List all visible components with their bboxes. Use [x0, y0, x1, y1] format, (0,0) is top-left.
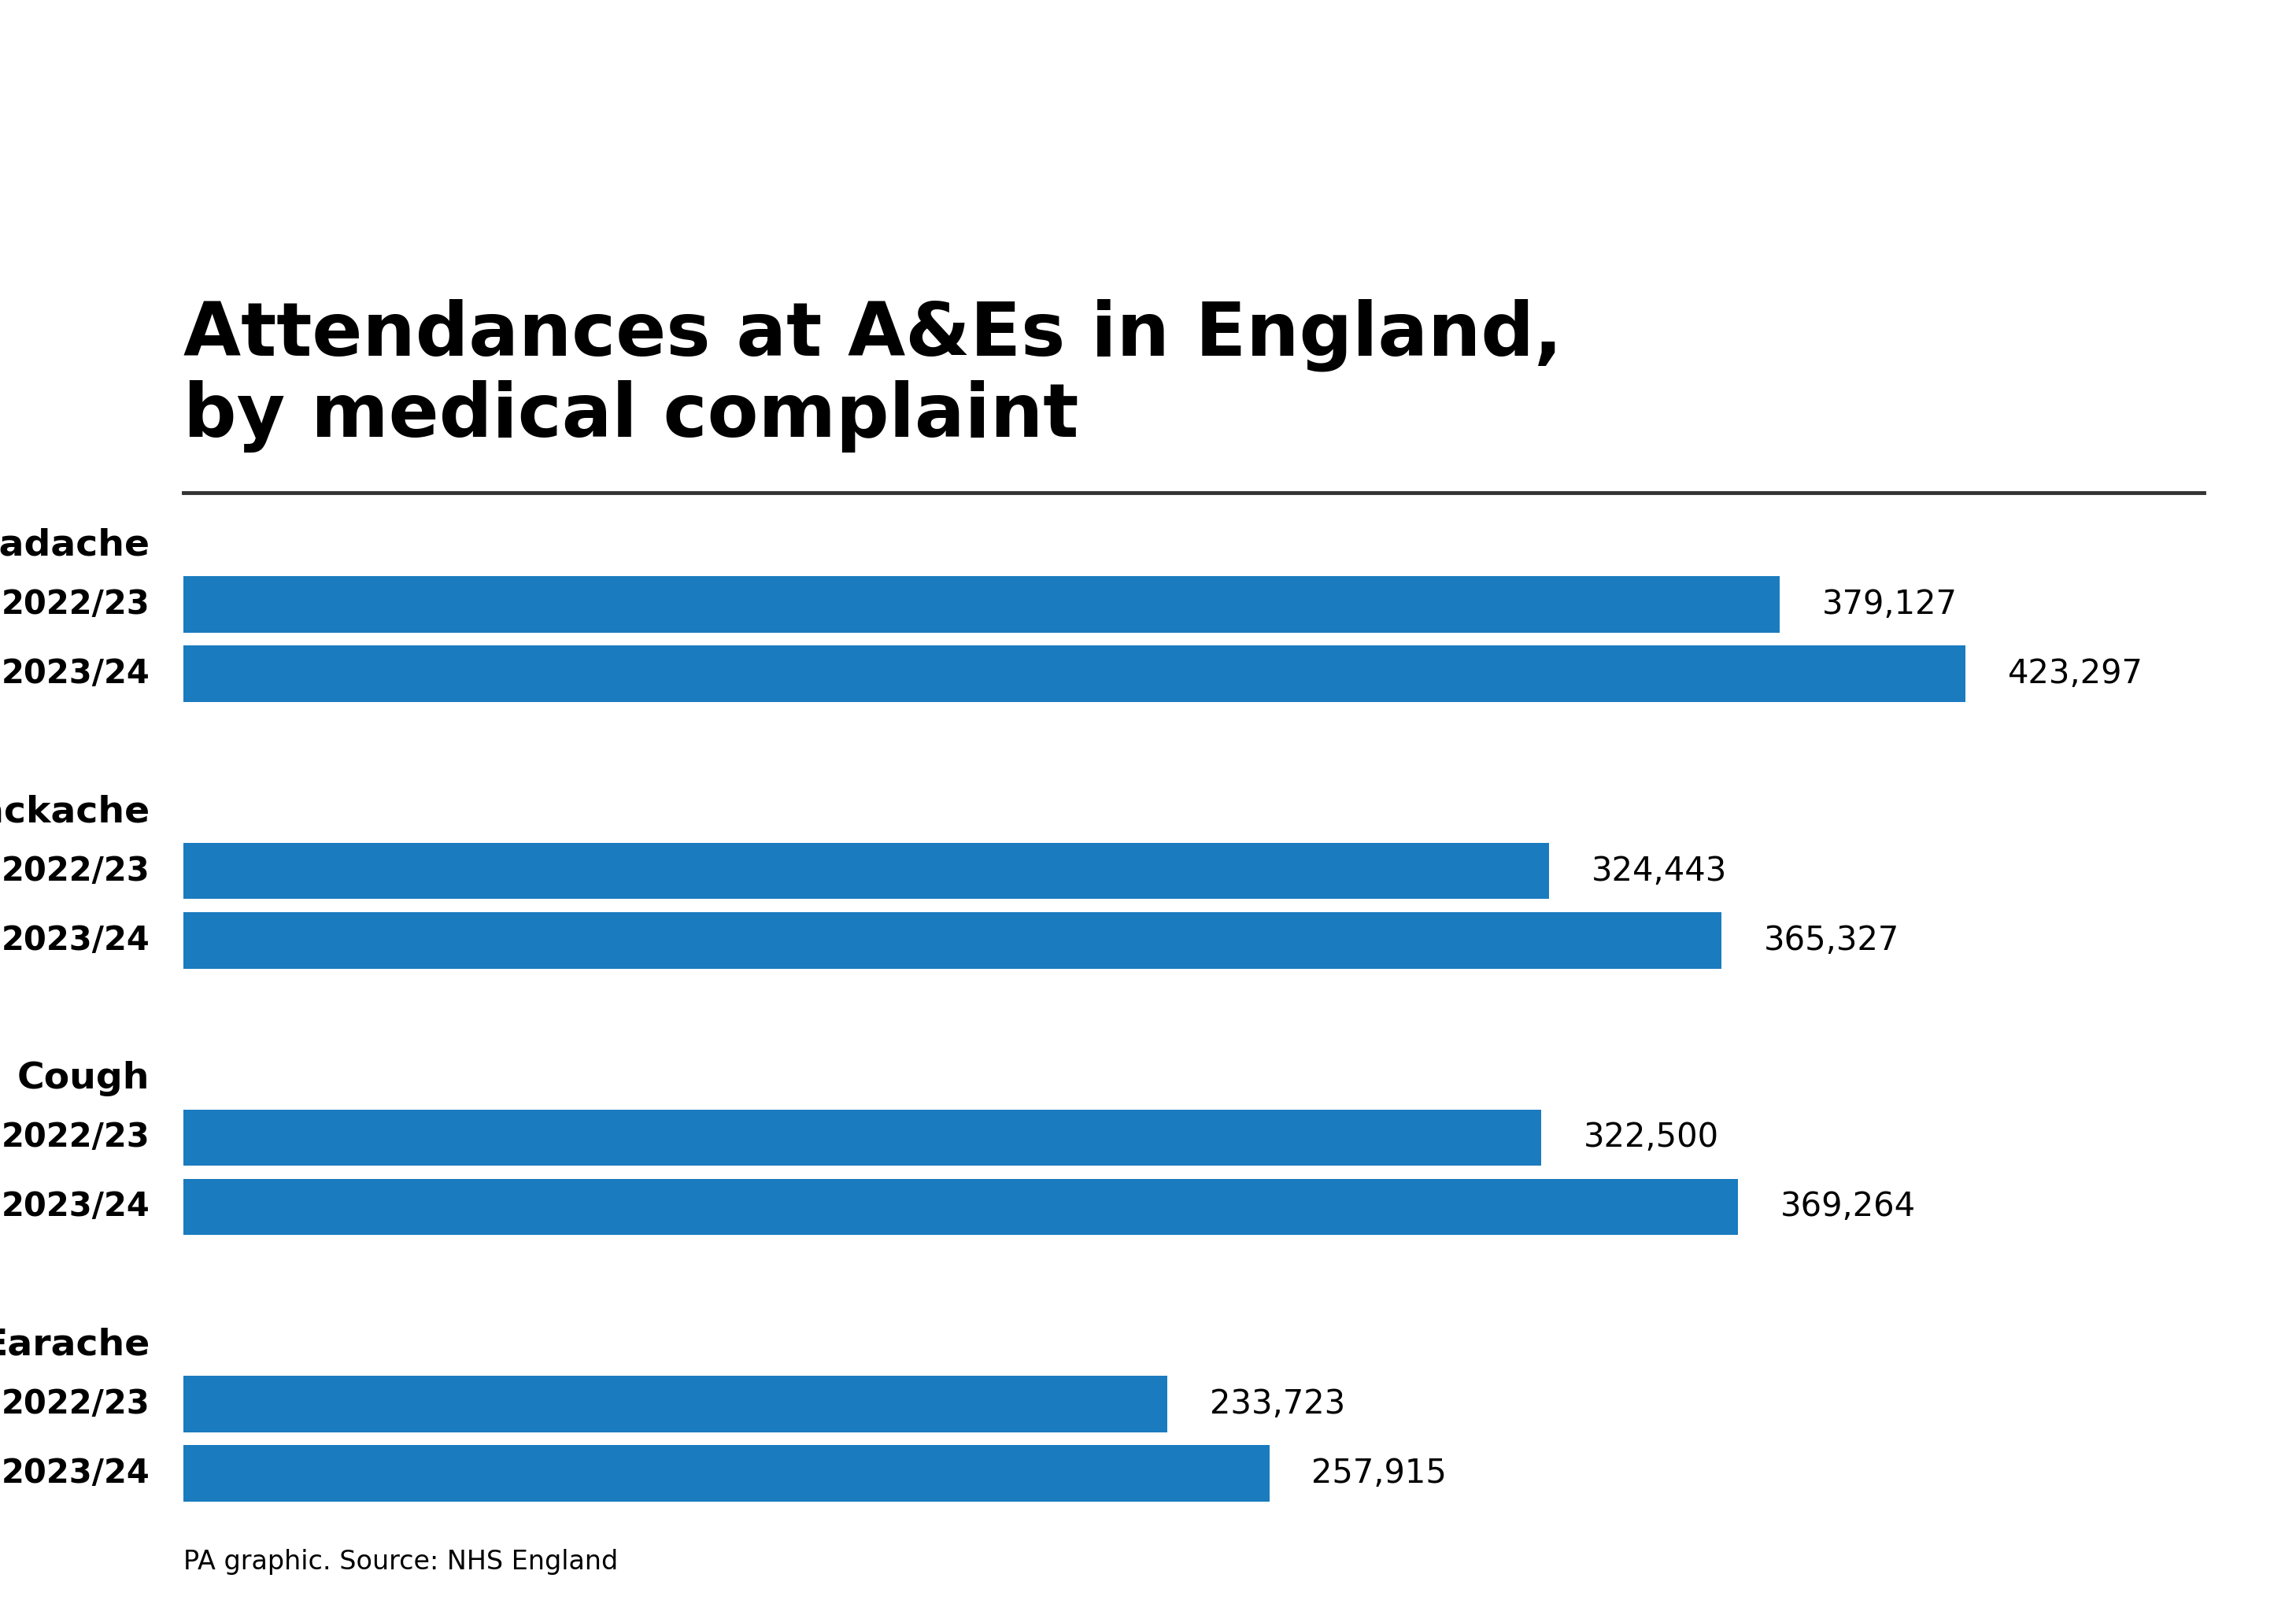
Text: 2022/23: 2022/23	[2, 1387, 149, 1421]
Text: Cough: Cough	[18, 1061, 149, 1097]
Text: 2022/23: 2022/23	[2, 1121, 149, 1155]
Text: 369,264: 369,264	[1779, 1190, 1915, 1224]
Bar	[184, 912, 1722, 969]
Bar	[184, 1445, 1270, 1502]
Text: Backache: Backache	[0, 795, 149, 830]
Bar	[184, 843, 1550, 900]
Text: 2023/24: 2023/24	[2, 1457, 149, 1491]
Text: PA graphic. Source: NHS England: PA graphic. Source: NHS England	[184, 1549, 618, 1575]
Bar	[184, 646, 1965, 703]
Text: 423,297: 423,297	[2007, 657, 2142, 690]
Text: 233,723: 233,723	[1210, 1387, 1345, 1421]
Bar	[184, 1110, 1541, 1166]
Text: 2023/24: 2023/24	[2, 1190, 149, 1224]
Text: 379,127: 379,127	[1821, 588, 1956, 620]
Text: 2022/23: 2022/23	[2, 854, 149, 887]
Bar	[184, 1179, 1738, 1235]
Text: 2022/23: 2022/23	[2, 588, 149, 620]
Text: 365,327: 365,327	[1763, 924, 1899, 956]
Text: Earache: Earache	[0, 1328, 149, 1363]
Text: 2023/24: 2023/24	[2, 924, 149, 956]
Text: 322,500: 322,500	[1584, 1121, 1720, 1155]
Text: 2023/24: 2023/24	[2, 657, 149, 690]
Text: Attendances at A&Es in England,
by medical complaint: Attendances at A&Es in England, by medic…	[184, 299, 1564, 452]
Text: 257,915: 257,915	[1311, 1457, 1446, 1491]
Text: Headache: Headache	[0, 528, 149, 564]
Bar	[184, 577, 1779, 633]
Text: 324,443: 324,443	[1591, 854, 1727, 887]
Bar	[184, 1376, 1166, 1433]
